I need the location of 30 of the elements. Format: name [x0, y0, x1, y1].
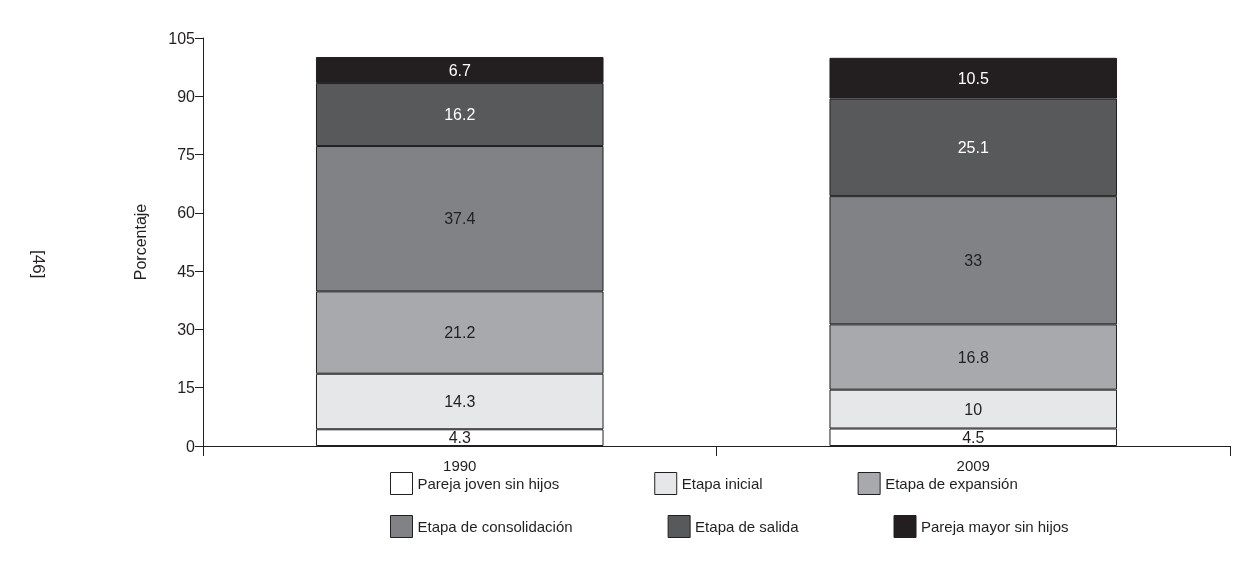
y-tick-label: 90 — [177, 87, 196, 105]
legend-label: Pareja mayor sin hijos — [921, 518, 1069, 535]
x-tick-label: 2009 — [956, 457, 990, 474]
data-label: 6.7 — [448, 61, 471, 79]
legend-label: Pareja joven sin hijos — [417, 475, 560, 492]
y-tick-label: 75 — [177, 146, 196, 164]
data-label: 4.5 — [962, 428, 985, 446]
text: [46] — [29, 250, 48, 279]
data-label: 21.2 — [444, 324, 476, 342]
data-label: 16.8 — [957, 348, 989, 366]
data-label: 10.5 — [957, 69, 989, 87]
legend-label: Etapa de expansión — [885, 475, 1018, 492]
data-label: 33 — [964, 251, 983, 269]
data-label: 4.3 — [448, 429, 471, 447]
legend-label: Etapa inicial — [681, 475, 763, 492]
y-tick-label: 60 — [177, 204, 196, 222]
data-label: 37.4 — [444, 210, 476, 228]
y-axis-title: Porcentaje — [131, 203, 149, 281]
data-label: 25.1 — [957, 138, 989, 156]
y-tick-label: 45 — [177, 262, 196, 280]
data-label: 16.2 — [444, 106, 476, 124]
y-tick-label: 0 — [186, 437, 196, 455]
x-tick-label: 1990 — [443, 457, 477, 474]
legend-label: Etapa de salida — [695, 518, 800, 535]
data-label: 10 — [964, 400, 983, 418]
data-label: 14.3 — [444, 393, 476, 411]
y-tick-label: 105 — [168, 29, 196, 47]
y-tick-label: 15 — [177, 379, 196, 397]
y-tick-label: 30 — [177, 320, 196, 338]
legend-label: Etapa de consolidación — [417, 518, 573, 535]
